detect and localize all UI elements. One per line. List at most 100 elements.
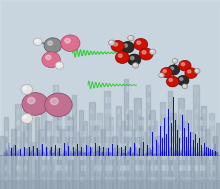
Bar [105,143,106,147]
Circle shape [179,60,191,71]
Bar [104,91,110,189]
Bar [0,183,220,188]
Bar [27,123,31,189]
Bar [201,106,206,189]
Bar [53,143,54,147]
Bar [162,154,163,159]
Bar [146,85,150,189]
Bar [17,143,18,147]
Bar [97,165,98,170]
Circle shape [45,93,72,117]
Bar [72,94,76,189]
Bar [0,184,220,189]
Circle shape [50,98,58,105]
Bar [162,120,163,125]
Bar [65,120,66,125]
Bar [0,180,220,184]
Bar [0,181,220,185]
Bar [26,154,27,159]
Bar [18,120,19,125]
Bar [142,154,143,159]
Bar [134,98,141,189]
Bar [189,165,190,170]
Circle shape [169,78,172,81]
Bar [162,177,163,181]
Bar [189,131,190,136]
Bar [164,165,165,170]
Circle shape [121,42,134,53]
Bar [139,165,140,170]
Circle shape [187,70,191,73]
Bar [72,154,73,159]
Bar [42,131,43,136]
Bar [56,143,57,147]
Bar [97,113,102,189]
Circle shape [111,40,124,52]
Bar [162,131,163,136]
Bar [47,131,48,136]
Bar [174,154,175,159]
Bar [118,154,119,159]
Bar [216,123,220,189]
Bar [0,184,220,189]
Bar [142,131,143,136]
Bar [109,117,113,189]
Bar [0,180,220,185]
Bar [193,85,199,189]
Bar [213,165,214,170]
Bar [171,177,172,181]
Bar [90,143,91,147]
Bar [0,184,220,189]
Bar [164,177,165,181]
Bar [0,181,220,186]
Bar [155,131,156,136]
Bar [156,165,157,170]
Bar [43,120,44,125]
Bar [0,181,220,186]
Bar [53,177,54,181]
Circle shape [182,84,188,89]
Bar [94,131,95,136]
Bar [0,180,220,189]
Circle shape [196,70,197,71]
Bar [164,154,165,159]
Circle shape [110,41,112,43]
Bar [0,184,220,188]
Bar [195,120,196,125]
Bar [173,131,174,136]
Bar [30,142,36,189]
Bar [196,143,197,147]
Bar [178,98,184,189]
Bar [202,143,203,147]
Bar [130,131,131,136]
Circle shape [172,59,178,63]
Bar [124,143,125,147]
Bar [94,120,95,125]
Bar [68,109,69,113]
Bar [171,120,172,125]
Circle shape [142,51,146,54]
Circle shape [22,93,48,115]
Circle shape [180,78,183,80]
Bar [180,143,181,147]
Circle shape [129,37,131,38]
Bar [200,165,201,170]
Bar [171,113,176,189]
Bar [25,120,26,125]
Bar [0,180,220,185]
Bar [0,180,220,185]
Circle shape [23,87,27,89]
Bar [71,120,72,125]
Bar [212,131,213,136]
Bar [195,165,196,170]
Bar [179,165,180,170]
Bar [73,109,74,113]
Bar [119,120,120,125]
Bar [80,177,81,181]
Bar [60,120,61,125]
Bar [170,154,171,159]
Bar [23,110,28,189]
Bar [0,182,220,187]
Bar [81,165,82,170]
Bar [136,143,137,147]
